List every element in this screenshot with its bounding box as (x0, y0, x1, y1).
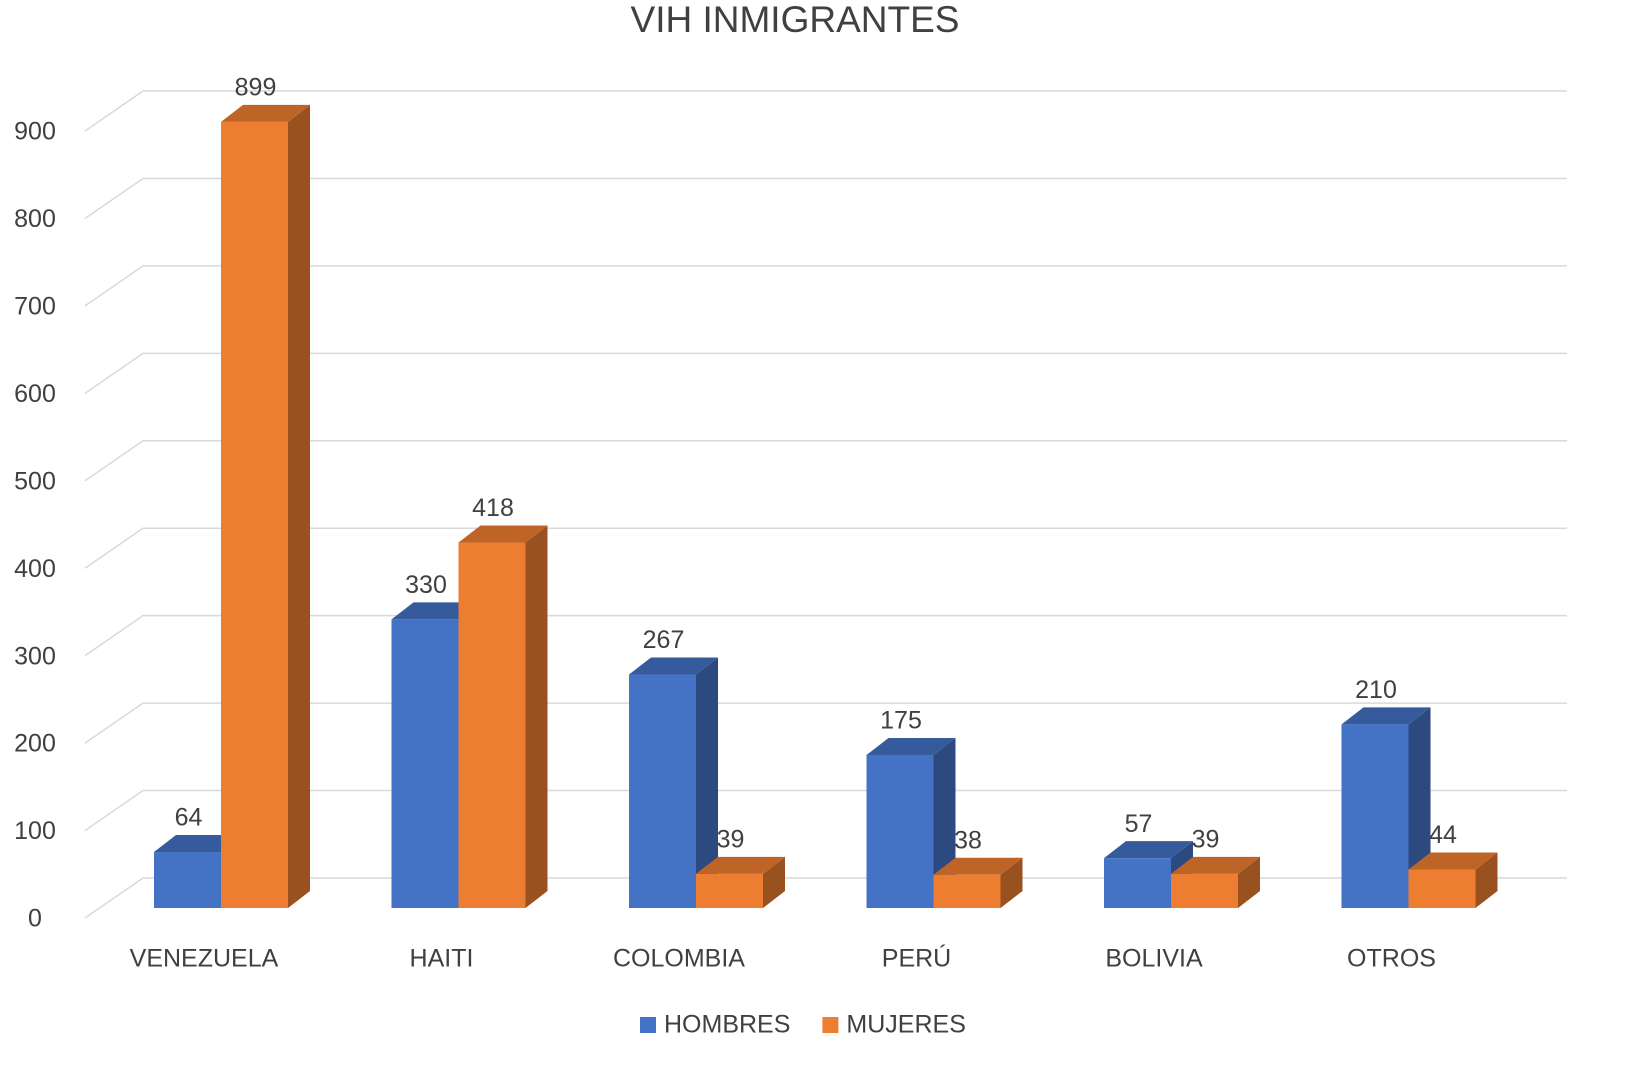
data-label: 57 (1125, 810, 1153, 838)
grid-line (84, 877, 1567, 919)
data-label: 39 (1192, 826, 1220, 854)
data-label: 38 (954, 826, 982, 854)
bar-top (1171, 856, 1260, 874)
y-tick-label: 500 (14, 467, 56, 495)
bar-side (1238, 856, 1260, 908)
bar-top (154, 835, 243, 853)
bar-top (1408, 852, 1498, 870)
data-label: 210 (1355, 676, 1397, 704)
bar-front (696, 873, 763, 908)
bar-top (629, 657, 718, 675)
bar-top (933, 857, 1023, 875)
data-label: 418 (472, 494, 514, 522)
y-tick-label: 700 (14, 292, 56, 320)
x-tick-label: OTROS (1347, 945, 1436, 973)
y-tick-label: 800 (14, 205, 56, 233)
bar-top (221, 104, 310, 122)
bar-side (763, 856, 785, 908)
bar-front (1171, 873, 1238, 908)
bar-side (288, 104, 310, 908)
grid-line (84, 177, 1567, 220)
bar-front (629, 674, 696, 908)
legend-label: HOMBRES (664, 1011, 790, 1039)
grid-line (84, 440, 1567, 482)
x-tick-label: VENEZUELA (130, 945, 279, 973)
y-tick-label: 0 (28, 905, 42, 933)
legend-swatch (822, 1017, 839, 1033)
grid-line (84, 702, 1567, 744)
y-tick-label: 600 (14, 380, 56, 408)
bar (221, 104, 310, 908)
data-label: 64 (175, 804, 203, 832)
legend-label: MUJERES (846, 1011, 965, 1039)
grid-line (84, 789, 1567, 832)
bar (1171, 856, 1260, 908)
bar (933, 857, 1023, 908)
x-tick-label: COLOMBIA (613, 945, 745, 973)
grid-line (84, 352, 1567, 394)
data-label: 899 (235, 73, 277, 101)
bar-top (458, 525, 548, 543)
bar-front (154, 852, 221, 908)
grid-line (84, 265, 1567, 307)
chart-title: VIH INMIGRANTES (631, 0, 960, 40)
bar-side (1475, 852, 1498, 908)
data-label: 267 (643, 626, 685, 654)
bar (458, 525, 548, 908)
grid-line (84, 527, 1567, 569)
bar-top (866, 737, 956, 755)
bar (1408, 852, 1498, 908)
bar-side (1000, 857, 1023, 908)
bar-top (391, 602, 481, 620)
y-tick-label: 200 (14, 730, 56, 758)
y-tick-label: 900 (14, 118, 56, 146)
bar-side (696, 657, 718, 908)
x-tick-label: HAITI (410, 945, 474, 973)
bar (696, 856, 785, 908)
y-tick-label: 400 (14, 555, 56, 583)
y-tick-label: 300 (14, 642, 56, 670)
grid-line (84, 90, 1567, 132)
bar (629, 657, 718, 908)
bar-front (1408, 869, 1476, 908)
bar-front (458, 542, 526, 908)
bar-top (696, 856, 785, 874)
data-label: 330 (405, 571, 447, 599)
y-tick-label: 100 (14, 817, 56, 845)
data-label: 44 (1429, 821, 1457, 849)
data-label: 39 (717, 826, 745, 854)
bar-side (525, 525, 548, 908)
bar-top (1341, 707, 1431, 725)
bar-front (1341, 724, 1409, 908)
data-label: 175 (880, 707, 922, 735)
x-tick-label: PERÚ (882, 944, 951, 973)
legend-swatch (640, 1017, 656, 1033)
bar (1341, 707, 1431, 908)
bar-front (391, 619, 459, 908)
bar-front (1104, 858, 1171, 908)
grid-line (84, 614, 1567, 657)
bar-front (933, 874, 1001, 908)
x-tick-label: BOLIVIA (1105, 945, 1203, 973)
bar-front (866, 754, 934, 908)
bar-front (221, 121, 288, 908)
bar-top (1104, 841, 1193, 859)
